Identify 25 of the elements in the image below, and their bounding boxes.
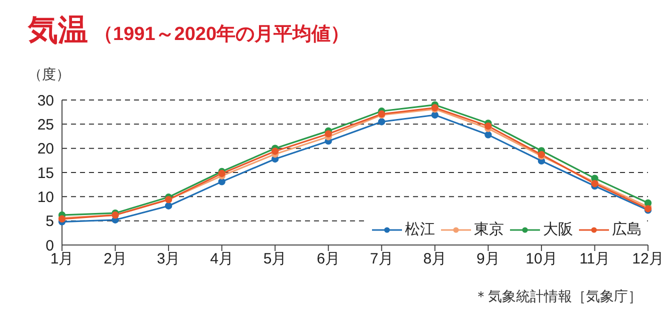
x-tick-label: 2月 [104, 250, 127, 268]
legend-label: 広島 [612, 221, 642, 238]
y-tick-label: 10 [37, 188, 54, 206]
x-tick-label: 11月 [579, 250, 610, 268]
legend-label: 松江 [405, 221, 435, 238]
x-tick-label: 9月 [476, 250, 500, 268]
chart-subtitle: （1991～2020年の月平均値） [94, 24, 350, 45]
x-tick-label: 6月 [316, 250, 340, 268]
legend-label: 東京 [474, 221, 504, 238]
legend-label: 大阪 [543, 221, 573, 238]
x-tick-label: 12月 [632, 250, 664, 268]
x-tick-label: 5月 [263, 250, 287, 268]
y-tick-label: 5 [46, 213, 54, 230]
x-tick-label: 3月 [156, 250, 180, 268]
x-tick-label: 7月 [370, 250, 394, 268]
x-tick-label: 8月 [423, 250, 447, 268]
y-tick-label: 30 [37, 92, 54, 110]
text: ＊気象統計情報［気象庁］ [474, 288, 642, 306]
chart-title: 気温 [28, 14, 88, 47]
y-tick-label: 20 [37, 140, 54, 158]
y-axis-title: （度） [28, 66, 70, 84]
x-tick-label: 4月 [210, 250, 234, 268]
x-tick-label: 10月 [526, 250, 558, 268]
y-tick-label: 15 [37, 164, 54, 182]
y-tick-label: 25 [37, 116, 54, 134]
